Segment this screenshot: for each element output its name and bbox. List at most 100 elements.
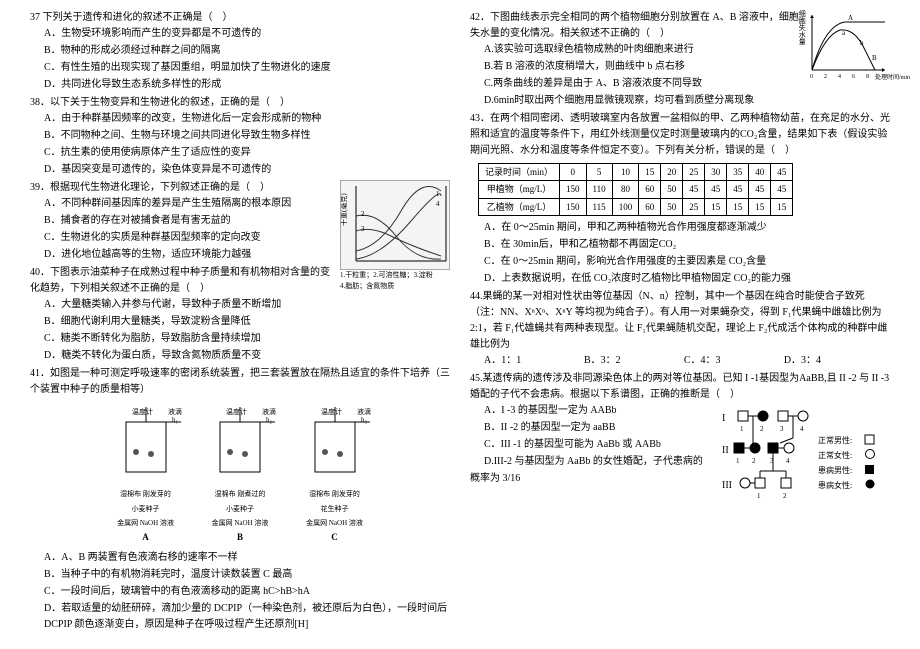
svg-text:8: 8 [866, 74, 869, 80]
q44-optD: D．3：4 [784, 353, 881, 369]
r2c7: 15 [705, 198, 727, 215]
q42-chart: A a b B 0 2 4 6 8 细胞失水量 处理时间/min [800, 10, 890, 80]
device-a: 温度计 液滴 h₁ 湿棉布 刚发芽的小麦种子金属网 NaOH 溶液 A [106, 402, 186, 544]
r1c2: 110 [586, 181, 612, 198]
r1c4: 60 [639, 181, 661, 198]
q43-optD: D．上表数据说明，在低 CO₂浓度时乙植物比甲植物固定 CO₂的能力强 [470, 271, 890, 287]
th5: 20 [661, 164, 683, 181]
r2c0: 乙植物（mg/L） [479, 198, 560, 215]
q45: 45.某遗传病的遗传涉及非同源染色体上的两对等位基因。已知 I -1基因型为Aa… [470, 371, 890, 487]
svg-text:h₁: h₁ [172, 416, 178, 424]
th1: 0 [560, 164, 587, 181]
q45-pedigree: I 12 34 II 12 34 [720, 403, 890, 523]
q40-optD: D．糖类不转化为蛋白质，导致含氮物质质量不变 [30, 348, 450, 364]
svg-text:2: 2 [760, 425, 764, 433]
q41-optA: A．A、B 两装置有色液滴右移的速率不一样 [30, 550, 450, 566]
svg-text:B: B [872, 54, 877, 62]
q41-stem: 41．如图是一种可测定呼吸速率的密闭系统装置，把三套装置放在隔热且适宜的条件下培… [30, 366, 450, 398]
r2c4: 60 [639, 198, 661, 215]
q39: 干重(毫克) 1 4 2 3 1.干粒重；2.可溶性糖；3.淀粉 4.脂肪；含氮… [30, 180, 450, 263]
q43: 43．在两个相同密闭、透明玻璃室内各放置一盆相似的甲、乙两种植物幼苗，在充足的水… [470, 111, 890, 287]
svg-text:正常男性:: 正常男性: [818, 435, 852, 445]
q43-optA: A．在 0～25min 期间，甲和乙两种植物光合作用强度都逐渐减少 [470, 220, 890, 236]
svg-text:3: 3 [361, 225, 365, 233]
th9: 40 [749, 164, 771, 181]
q40-caption2: 4.脂肪；含氮物质 [340, 281, 450, 292]
r2c10: 15 [771, 198, 793, 215]
q42-xlabel: 处理时间/min [875, 74, 910, 84]
device-c-svg: 温度计 液滴 h₃ [295, 402, 375, 482]
device-a-svg: 温度计 液滴 h₁ [106, 402, 186, 482]
q38-optB: B．不同物种之间、生物与环境之间共同进化导致生物多样性 [30, 128, 450, 144]
th4: 15 [639, 164, 661, 181]
th8: 35 [727, 164, 749, 181]
device-a-label: A [142, 532, 149, 542]
th6: 25 [683, 164, 705, 181]
q37: 37 下列关于遗传和进化的叙述不正确是（ ） A．生物受环境影响而产生的变异都是… [30, 10, 450, 93]
right-column: A a b B 0 2 4 6 8 细胞失水量 处理时间/min 42．下图曲线… [460, 10, 900, 639]
r1c1: 150 [560, 181, 587, 198]
svg-text:0: 0 [810, 74, 813, 80]
device-c-label: C [331, 532, 338, 542]
q40-caption1: 1.干粒重；2.可溶性糖；3.淀粉 [340, 270, 450, 281]
svg-text:III: III [722, 480, 732, 491]
q43-optC: C．在 0～25min 期间，影响光合作用强度的主要因素是 CO₂含量 [470, 254, 890, 270]
q42-chart-svg: A a b B 0 2 4 6 8 [800, 10, 890, 80]
svg-text:患病男性:: 患病男性: [818, 465, 852, 475]
r2c2: 115 [586, 198, 612, 215]
q41-optD: D．若取适量的幼胚研碎，滴加少量的 DCPIP（一种染色剂，被还原后为白色），一… [30, 601, 450, 633]
svg-text:b: b [860, 39, 864, 47]
q38-optA: A．由于种群基因频率的改变，生物进化后一定会形成新的物种 [30, 111, 450, 127]
table-row-1: 甲植物（mg/L） 150 110 80 60 50 45 45 45 45 4… [479, 181, 793, 198]
svg-text:I: I [722, 413, 725, 424]
th7: 30 [705, 164, 727, 181]
q40-optB: B．细胞代谢利用大量糖类，导致淀粉含量降低 [30, 314, 450, 330]
th0: 记录时间（min） [479, 164, 560, 181]
r2c3: 100 [612, 198, 639, 215]
q40-figure: 干重(毫克) 1 4 2 3 1.干粒重；2.可溶性糖；3.淀粉 4.脂肪；含氮… [340, 180, 450, 292]
r2c6: 25 [683, 198, 705, 215]
r2c1: 150 [560, 198, 587, 215]
th3: 10 [612, 164, 639, 181]
q43-table: 记录时间（min） 0 5 10 15 20 25 30 35 40 45 甲植… [470, 163, 890, 216]
q38: 38．以下关于生物变异和生物进化的叙述，正确的是（ ） A．由于种群基因频率的改… [30, 95, 450, 178]
th2: 5 [586, 164, 612, 181]
svg-text:6: 6 [852, 74, 855, 80]
q42: A a b B 0 2 4 6 8 细胞失水量 处理时间/min 42．下图曲线… [470, 10, 890, 109]
svg-text:2: 2 [783, 492, 787, 500]
r1c9: 45 [749, 181, 771, 198]
svg-text:液滴: 液滴 [357, 407, 371, 416]
q37-optC: C．有性生殖的出现实现了基因重组，明显加快了生物进化的速度 [30, 60, 450, 76]
r1c6: 45 [683, 181, 705, 198]
svg-text:A: A [848, 14, 853, 22]
svg-text:2: 2 [361, 210, 365, 218]
q40-optC: C．糖类不断转化为脂肪，导致脂肪含量持续增加 [30, 331, 450, 347]
svg-text:温度计: 温度计 [132, 407, 153, 416]
device-c: 温度计 液滴 h₃ 湿棉布 刚发芽的花生种子金属网 NaOH 溶液 C [295, 402, 375, 544]
svg-text:4: 4 [838, 74, 841, 80]
svg-text:温度计: 温度计 [226, 407, 247, 416]
r1c10: 45 [771, 181, 793, 198]
svg-text:1: 1 [757, 492, 761, 500]
q44-optA: A．1：1 [484, 353, 581, 369]
pedigree-svg: I 12 34 II 12 34 [720, 403, 890, 523]
r1c0: 甲植物（mg/L） [479, 181, 560, 198]
r2c8: 15 [727, 198, 749, 215]
q42-optD: D.6min时取出两个细胞用显微镜观察，均可看到质壁分离现象 [470, 93, 890, 109]
svg-text:患病女性:: 患病女性: [818, 480, 852, 490]
r1c5: 50 [661, 181, 683, 198]
q41: 41．如图是一种可测定呼吸速率的密闭系统装置，把三套装置放在隔热且适宜的条件下培… [30, 366, 450, 633]
table-header-row: 记录时间（min） 0 5 10 15 20 25 30 35 40 45 [479, 164, 793, 181]
svg-text:1: 1 [736, 457, 740, 465]
table-row-2: 乙植物（mg/L） 150 115 100 60 50 25 15 15 15 … [479, 198, 793, 215]
left-column: 37 下列关于遗传和进化的叙述不正确是（ ） A．生物受环境影响而产生的变异都是… [20, 10, 460, 639]
svg-text:干重(毫克): 干重(毫克) [341, 193, 348, 226]
svg-text:h₂: h₂ [266, 416, 273, 424]
q41-devices: 温度计 液滴 h₁ 湿棉布 刚发芽的小麦种子金属网 NaOH 溶液 A 温度计 … [30, 402, 450, 546]
q38-optC: C．抗生素的使用使病原体产生了适应性的变异 [30, 145, 450, 161]
q44-stem: 44.果蝇的某一对相对性状由等位基因（N、n）控制，其中一个基因在纯合时能使合子… [470, 289, 890, 353]
svg-text:液滴: 液滴 [262, 407, 276, 416]
q43-stem: 43．在两个相同密闭、透明玻璃室内各放置一盆相似的甲、乙两种植物幼苗，在充足的水… [470, 111, 890, 159]
q40-optA: A．大量糖类输入并参与代谢，导致种子质量不断增加 [30, 297, 450, 313]
q40-graph-svg: 干重(毫克) 1 4 2 3 [341, 181, 451, 271]
